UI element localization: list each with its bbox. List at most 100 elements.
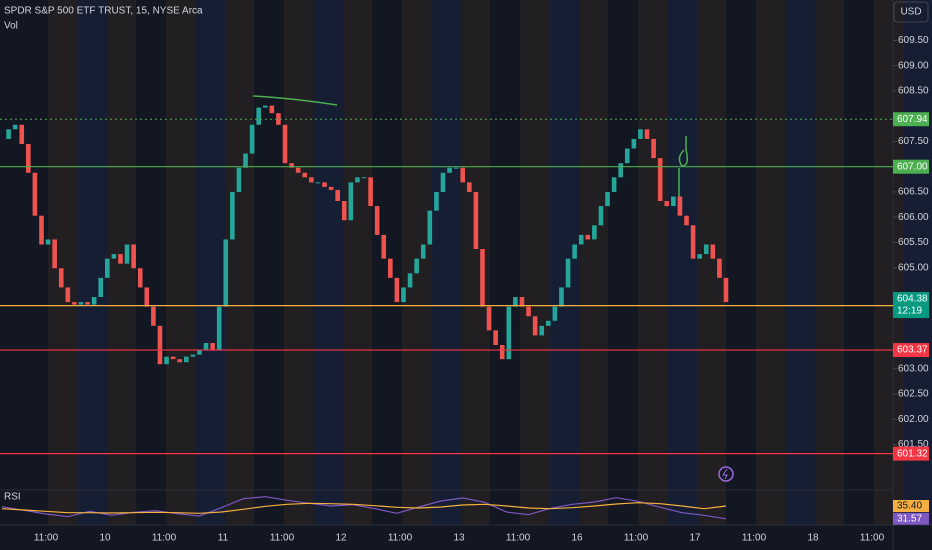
overnight-band: [550, 0, 580, 525]
overnight-band: [786, 0, 816, 525]
premarket-band: [520, 0, 550, 525]
candle: [559, 287, 564, 307]
x-tick-label: 11:00: [270, 533, 295, 544]
event-icon[interactable]: [718, 466, 734, 482]
candle: [651, 138, 656, 159]
y-tick-label: 609.50: [898, 35, 929, 46]
premarket-band: [874, 0, 904, 525]
candle: [243, 153, 248, 168]
level-label-box: [893, 112, 929, 127]
candle: [414, 258, 419, 274]
x-tick-label: 11:00: [152, 533, 177, 544]
overnight-band: [314, 0, 344, 525]
candle: [545, 320, 551, 326]
candle: [256, 107, 261, 125]
candle: [684, 215, 689, 226]
candle: [276, 113, 281, 125]
candle: [598, 206, 604, 226]
candle: [592, 225, 597, 240]
overnight-band: [668, 0, 698, 525]
candle: [460, 167, 466, 183]
candle: [499, 345, 505, 360]
x-tick-label: 11: [218, 533, 229, 544]
candle: [348, 182, 354, 221]
session-bands: [48, 0, 932, 525]
candle: [539, 325, 545, 336]
candle: [151, 306, 156, 326]
candle: [624, 148, 630, 164]
last-price-box: [893, 292, 929, 319]
candle: [85, 302, 90, 305]
candle: [197, 349, 202, 355]
candle: [572, 244, 577, 259]
candle: [98, 277, 104, 298]
candle: [341, 201, 347, 221]
candle: [618, 163, 623, 178]
x-tick-label: 17: [689, 533, 701, 544]
candle: [506, 306, 512, 360]
premarket-band: [166, 0, 196, 525]
candle: [552, 306, 558, 321]
candle: [170, 356, 176, 360]
candle: [32, 172, 38, 216]
candle: [723, 277, 729, 303]
candle: [72, 302, 77, 305]
afterhours-band: [816, 0, 844, 525]
candle: [374, 206, 380, 235]
candle: [302, 172, 308, 178]
candle: [532, 316, 538, 336]
candle: [164, 356, 169, 365]
candle: [177, 359, 183, 363]
candle: [157, 325, 163, 365]
candle: [717, 258, 722, 278]
candle: [249, 124, 255, 154]
candle: [210, 343, 215, 350]
candle: [355, 177, 360, 183]
candle: [381, 234, 387, 259]
y-tick-label: 607.50: [898, 136, 929, 147]
rsi-ma-line: [1, 502, 727, 514]
candle: [657, 158, 663, 202]
level-label: 601.32: [897, 448, 928, 459]
candle: [493, 330, 498, 346]
y-tick-label: 606.00: [898, 212, 929, 223]
candle: [230, 191, 235, 240]
currency-button[interactable]: [893, 1, 929, 23]
y-tick-label: 603.00: [898, 363, 929, 374]
candle: [19, 124, 25, 144]
y-tick-label: 602.00: [898, 414, 929, 425]
candle: [58, 268, 64, 288]
candle: [91, 297, 97, 305]
candle: [190, 354, 196, 357]
candle: [269, 105, 275, 114]
level-label-box: [893, 446, 929, 461]
candle: [124, 244, 130, 264]
y-tick-label: 609.00: [898, 60, 929, 71]
currency[interactable]: USD: [900, 7, 921, 18]
rsi-label: RSI: [4, 492, 21, 503]
candle: [690, 225, 696, 259]
x-tick-label: 10: [99, 533, 111, 544]
overnight-band: [78, 0, 108, 525]
candle: [440, 172, 446, 192]
symbol-title: SPDR S&P 500 ETF TRUST, 15, NYSE Arca: [4, 6, 203, 17]
candle: [203, 343, 209, 350]
level-label: 607.94: [897, 114, 928, 125]
trend-drawing: [252, 95, 338, 106]
event-icon-bolt: [722, 468, 728, 480]
candle: [480, 249, 485, 307]
x-tick-label: 11:00: [742, 533, 767, 544]
candle: [45, 239, 51, 245]
level-label: 603.37: [897, 345, 928, 356]
afterhours-band: [344, 0, 372, 525]
candle: [322, 182, 327, 187]
candle: [703, 244, 709, 255]
candle: [105, 258, 110, 278]
candle: [368, 177, 373, 207]
afterhours-band: [226, 0, 254, 525]
candle: [12, 124, 18, 130]
candle: [289, 163, 294, 168]
candle: [519, 297, 525, 307]
candle: [710, 244, 716, 259]
x-tick-label: 12: [335, 533, 347, 544]
